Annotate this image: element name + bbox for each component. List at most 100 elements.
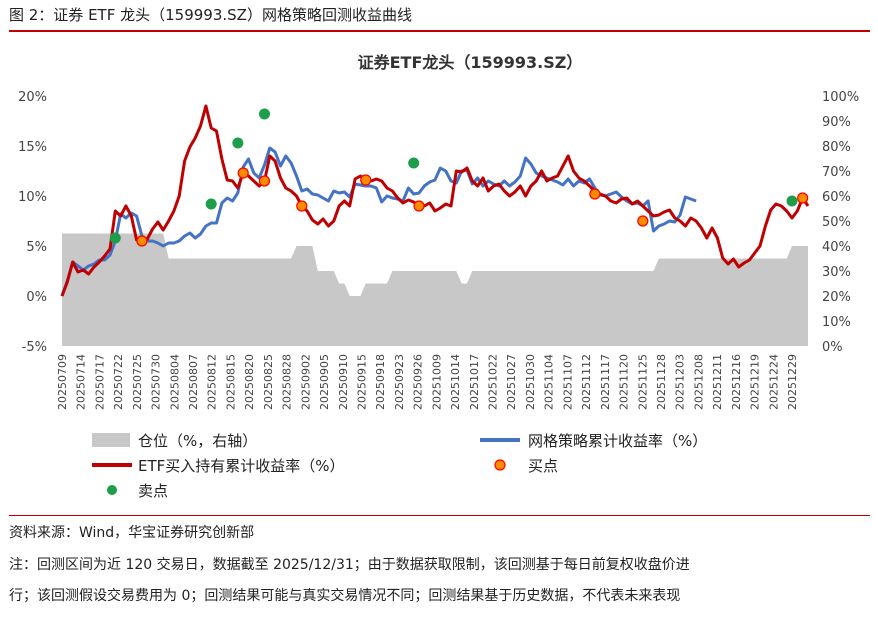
sell-point-0	[109, 232, 121, 244]
grid-strategy-line	[60, 146, 697, 297]
x-tick-20: 20251009	[430, 354, 443, 410]
x-tick-3: 20250722	[112, 354, 125, 410]
chart-title: 证券ETF龙头（159993.SZ）	[358, 53, 583, 72]
y-right-tick-6: 60%	[822, 190, 851, 205]
y-right-tick-4: 40%	[822, 240, 851, 255]
y-right-tick-3: 30%	[822, 265, 851, 280]
y-left-tick-1: 0%	[26, 290, 47, 305]
x-tick-24: 20251027	[505, 354, 518, 410]
x-tick-5: 20250730	[150, 354, 163, 410]
legend-label-buy: 买点	[528, 457, 558, 475]
title-rule	[9, 30, 870, 32]
x-tick-9: 20250815	[225, 354, 238, 410]
y-left-tick-4: 15%	[18, 140, 47, 155]
legend-marker-buy	[494, 459, 506, 471]
x-tick-14: 20250905	[318, 354, 331, 410]
legend-item-etf: ETF买入持有累计收益率（%）	[92, 457, 345, 475]
x-tick-35: 20251211	[711, 354, 724, 410]
chart: 证券ETF龙头（159993.SZ） -5% 0% 5% 10% 15% 20% 0% 10…	[18, 53, 859, 500]
y-left-axis: -5% 0% 5% 10% 15% 20%	[18, 90, 47, 355]
y-right-tick-1: 10%	[822, 315, 851, 330]
x-tick-16: 20250915	[356, 354, 369, 410]
x-tick-13: 20250902	[299, 354, 312, 410]
note-line-2: 行；该回测假设交易费用为 0；回测结果可能与真实交易情况不同；回测结果基于历史数…	[9, 588, 681, 604]
legend-swatch-position	[92, 433, 130, 447]
bottom-rule	[9, 515, 870, 516]
legend-item-grid: 网格策略累计收益率（%）	[480, 432, 707, 450]
figure-title: 图 2：证券 ETF 龙头（159993.SZ）网格策略回测收益曲线	[9, 6, 412, 24]
buy-point-1	[237, 167, 249, 179]
y-right-tick-8: 80%	[822, 140, 851, 155]
x-tick-33: 20251203	[674, 354, 687, 410]
x-tick-27: 20251107	[561, 354, 574, 410]
legend-marker-sell	[107, 485, 117, 495]
y-left-tick-5: 20%	[18, 90, 47, 105]
legend: 仓位（%，右轴） 网格策略累计收益率（%） ETF买入持有累计收益率（%） 买点…	[92, 432, 707, 500]
buy-point-5	[413, 200, 425, 212]
x-tick-36: 20251216	[730, 354, 743, 410]
buy-point-3	[296, 200, 308, 212]
x-tick-29: 20251117	[599, 354, 612, 410]
x-tick-21: 20251014	[449, 354, 462, 410]
x-tick-32: 20251128	[655, 354, 668, 410]
plot-area	[60, 104, 810, 346]
x-tick-34: 20251208	[692, 354, 705, 410]
legend-label-sell: 卖点	[138, 482, 168, 500]
x-tick-0: 20250709	[56, 354, 69, 410]
x-tick-30: 20251120	[618, 354, 631, 410]
x-tick-19: 20250926	[412, 354, 425, 410]
x-tick-25: 20251030	[524, 354, 537, 410]
legend-label-etf: ETF买入持有累计收益率（%）	[138, 457, 345, 475]
x-tick-28: 20251112	[580, 354, 593, 410]
sell-point-5	[786, 195, 798, 207]
legend-item-sell: 卖点	[107, 482, 168, 500]
buy-point-8	[797, 192, 809, 204]
sell-point-1	[205, 198, 217, 210]
x-tick-8: 20250812	[206, 354, 219, 410]
position-area	[62, 233, 808, 346]
legend-item-buy: 买点	[494, 457, 558, 475]
x-tick-15: 20250910	[337, 354, 350, 410]
buy-point-4	[360, 174, 372, 186]
x-tick-2: 20250717	[93, 354, 106, 410]
y-right-tick-9: 90%	[822, 115, 851, 130]
sell-point-3	[258, 108, 270, 120]
x-tick-7: 20250807	[187, 354, 200, 410]
etf-hold-line	[60, 104, 810, 297]
y-right-tick-7: 70%	[822, 165, 851, 180]
sell-point-2	[232, 137, 244, 149]
y-right-tick-0: 0%	[822, 340, 843, 355]
buy-point-7	[637, 215, 649, 227]
source-line: 资料来源：Wind，华宝证券研究创新部	[9, 525, 255, 541]
y-right-tick-5: 50%	[822, 215, 851, 230]
y-right-tick-10: 100%	[822, 90, 859, 105]
x-tick-38: 20251224	[767, 354, 780, 410]
x-tick-22: 20251017	[468, 354, 481, 410]
note-line-1: 注：回测区间为近 120 交易日，数据截至 2025/12/31；由于数据获取限…	[9, 557, 690, 573]
buy-point-6	[589, 188, 601, 200]
x-axis: 20250709 20250714 20250717 20250722 20250725…	[56, 354, 799, 410]
x-tick-39: 20251229	[786, 354, 799, 410]
legend-label-position: 仓位（%，右轴）	[138, 432, 257, 450]
y-left-tick-0: -5%	[22, 340, 47, 355]
x-tick-12: 20250828	[281, 354, 294, 410]
x-tick-23: 20251022	[487, 354, 500, 410]
x-tick-26: 20251104	[543, 354, 556, 410]
y-right-axis: 0% 10% 20% 30% 40% 50% 60% 70% 80% 90% 100%	[822, 90, 859, 355]
x-tick-18: 20250923	[393, 354, 406, 410]
buy-point-2	[258, 175, 271, 187]
legend-item-position: 仓位（%，右轴）	[92, 432, 257, 450]
x-tick-4: 20250725	[131, 354, 144, 410]
buy-point-0	[136, 235, 148, 247]
x-tick-17: 20250918	[374, 354, 387, 410]
sell-point-4	[408, 157, 420, 169]
x-tick-1: 20250714	[75, 354, 88, 410]
y-left-tick-2: 5%	[26, 240, 47, 255]
y-left-tick-3: 10%	[18, 190, 47, 205]
x-tick-31: 20251125	[636, 354, 649, 410]
y-right-tick-2: 20%	[822, 290, 851, 305]
x-tick-37: 20251219	[749, 354, 762, 410]
x-tick-11: 20250825	[262, 354, 275, 410]
legend-label-grid: 网格策略累计收益率（%）	[528, 432, 707, 450]
x-tick-6: 20250804	[168, 354, 181, 410]
